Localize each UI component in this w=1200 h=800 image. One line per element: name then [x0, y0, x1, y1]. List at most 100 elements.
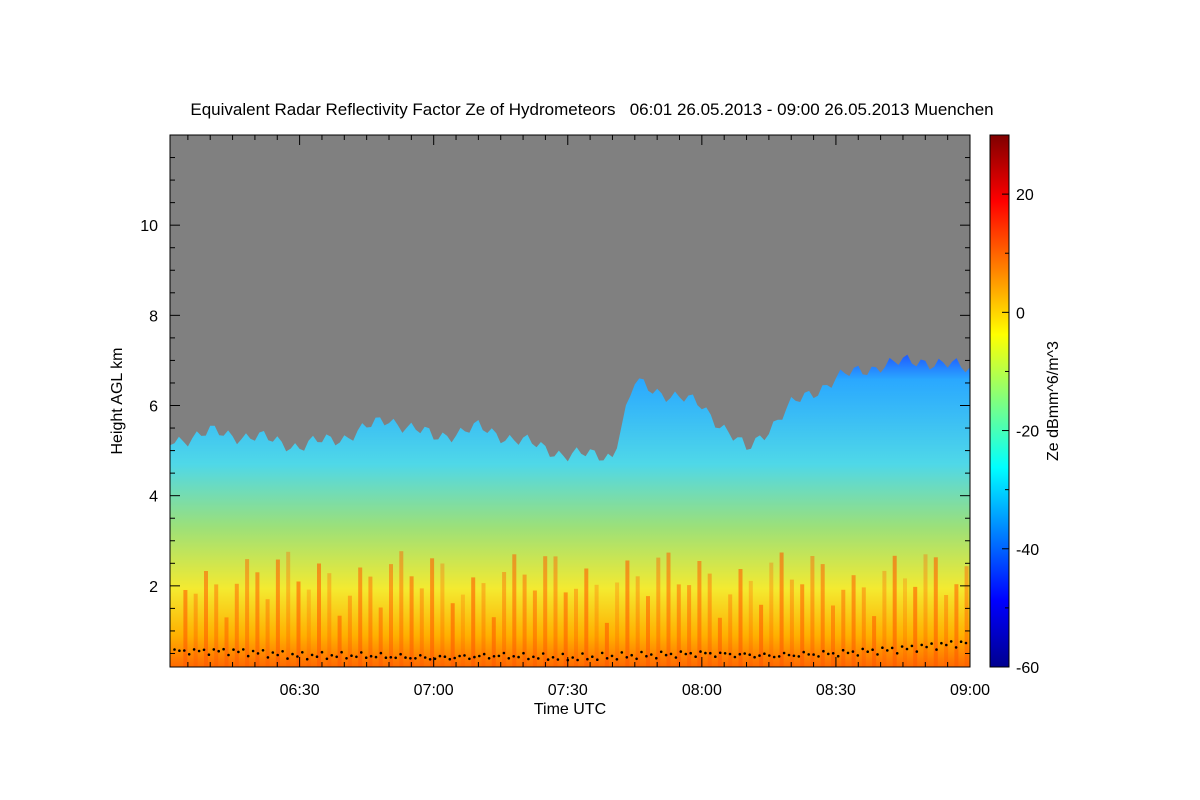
cloud-base-point [207, 653, 211, 656]
cloud-base-point [546, 658, 550, 661]
precip-streak [502, 572, 507, 667]
cloud-base-point [276, 653, 280, 657]
cloud-base-point [699, 650, 702, 653]
colorbar [989, 134, 1010, 668]
precip-streak [944, 595, 949, 667]
cloud-base-point [478, 654, 481, 658]
cloud-base-point [541, 652, 545, 655]
precip-streak [584, 568, 589, 667]
colorbar-tick-label: 0 [1016, 305, 1025, 322]
cloud-base-point [723, 652, 727, 655]
precip-streak [224, 617, 229, 667]
cloud-base-point [645, 654, 648, 658]
cloud-base-point [178, 649, 181, 652]
precip-streak [913, 586, 918, 667]
cloud-base-point [340, 650, 343, 654]
precip-streak [409, 576, 414, 667]
cloud-base-point [487, 657, 491, 660]
cloud-base-point [433, 657, 437, 661]
precip-streak [861, 587, 866, 667]
cloud-base-point [222, 647, 225, 651]
cloud-base-point [851, 650, 855, 653]
precip-streak [389, 564, 393, 667]
precip-streak [460, 594, 465, 667]
cloud-base-point [202, 648, 206, 652]
precip-streak [717, 617, 722, 667]
cloud-base-point [296, 655, 299, 658]
cloud-base-point [345, 657, 348, 660]
cloud-base-point [212, 648, 216, 651]
cloud-base-point [861, 647, 864, 651]
y-tick-label: 4 [149, 489, 158, 506]
x-tick-label: 07:00 [414, 682, 454, 699]
cloud-base-point [183, 649, 186, 652]
cloud-base-point [237, 650, 240, 654]
cloud-base-point [733, 655, 737, 659]
cloud-base-point [458, 654, 461, 658]
cloud-base-point [768, 654, 771, 657]
precip-streak [183, 590, 188, 667]
precip-streak [430, 558, 435, 667]
cloud-base-point [369, 654, 373, 658]
cloud-base-point [782, 651, 786, 655]
cloud-base-point [610, 654, 614, 658]
precip-streak [296, 581, 301, 667]
cloud-base-point [827, 652, 830, 656]
cloud-base-point [625, 656, 629, 659]
precip-streak [450, 603, 455, 667]
cloud-base-point [659, 650, 663, 654]
cloud-base-point [394, 656, 398, 660]
colorbar-label: Ze dBmm^6/m^3 [1045, 341, 1062, 461]
cloud-base-point [404, 656, 407, 659]
cloud-base-point [910, 644, 914, 648]
cloud-base-point [925, 645, 928, 649]
cloud-base-point [335, 655, 339, 659]
cloud-base-point [797, 655, 801, 658]
precip-streak [317, 563, 321, 667]
precip-streak [512, 554, 517, 667]
cloud-base-point [684, 652, 688, 656]
x-tick-label: 08:30 [816, 682, 856, 699]
precip-streak [214, 584, 219, 667]
precip-streak [635, 576, 640, 667]
cloud-base-point [281, 650, 284, 653]
cloud-base-point [291, 652, 294, 656]
cloud-base-point [286, 657, 289, 660]
cloud-base-point [895, 652, 899, 655]
precip-streak [286, 551, 291, 667]
cloud-base-point [714, 655, 717, 658]
precip-streak [440, 563, 445, 667]
cloud-base-point [271, 651, 275, 654]
cloud-base-point [384, 656, 388, 659]
precip-streak [491, 617, 496, 667]
precip-streak [831, 605, 835, 667]
precip-streak [419, 588, 424, 667]
y-tick-label: 2 [149, 579, 158, 596]
cloud-base-point [920, 643, 923, 647]
precip-streak [759, 604, 764, 667]
cloud-base-point [443, 655, 447, 658]
cloud-base-point [482, 652, 486, 656]
precip-streak [851, 575, 856, 667]
cloud-base-point [537, 657, 540, 660]
plot-frame [169, 134, 971, 668]
cloud-base-point [571, 656, 574, 659]
precip-streak [234, 583, 239, 667]
cloud-base-point [473, 655, 476, 659]
cloud-base-point [315, 655, 319, 658]
precip-streak [800, 584, 805, 667]
cloud-base-point [350, 654, 353, 657]
plot-area [170, 135, 970, 667]
cloud-base-point [777, 655, 781, 658]
precip-streak [707, 573, 712, 667]
cloud-base-point [650, 653, 653, 656]
cloud-base-point [173, 648, 176, 651]
colorbar-axis: -60 -40 -20 0 20 [1002, 134, 1039, 677]
precip-streak [327, 573, 332, 667]
cloud-base-point [620, 651, 624, 654]
colorbar-tick-label: 20 [1016, 187, 1034, 204]
cloud-base-point [689, 651, 692, 655]
cloud-base-point [556, 658, 560, 661]
cloud-base-point [964, 641, 968, 645]
cloud-base-point [635, 657, 638, 661]
